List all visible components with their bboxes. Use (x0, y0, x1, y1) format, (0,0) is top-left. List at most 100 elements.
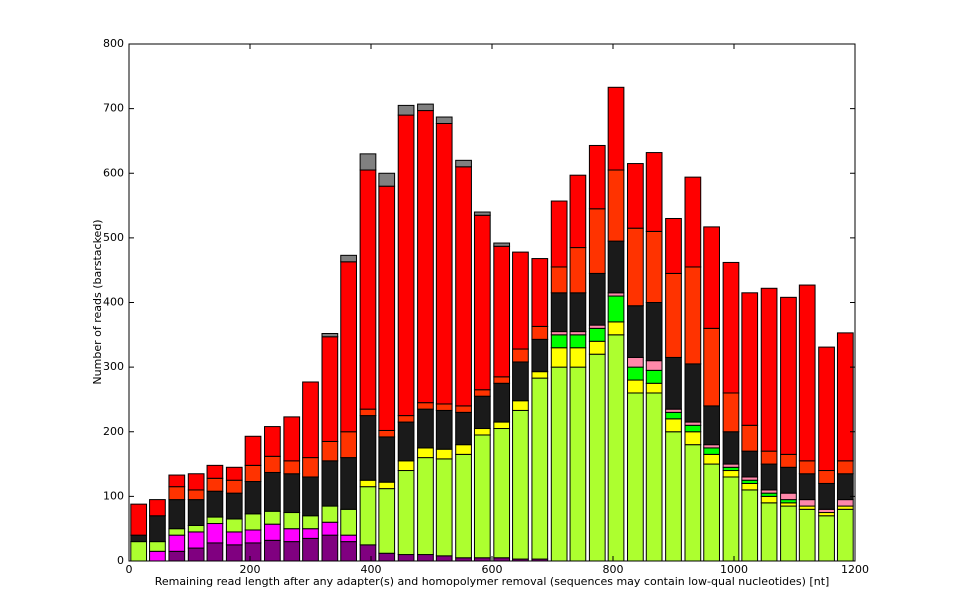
bar-segment (493, 421, 511, 430)
bar-segment (244, 513, 262, 531)
bar-segment (684, 431, 702, 446)
x-tick-label: 200 (240, 563, 261, 576)
bar-segment (588, 353, 606, 562)
bar-segment (455, 453, 472, 559)
bar-segment (187, 489, 205, 501)
bar-segment (607, 334, 625, 562)
bar-segment (264, 539, 281, 562)
y-tick-label: 600 (103, 166, 124, 179)
bar-segment (645, 230, 663, 304)
bar-segment (780, 296, 797, 455)
bar-segment (397, 104, 415, 116)
bar-segment (607, 321, 625, 336)
y-tick-label: 0 (117, 554, 124, 567)
bar-segment (397, 470, 415, 556)
bar-segment (569, 366, 587, 562)
bar-segment (760, 463, 778, 491)
bar-segment (531, 325, 549, 340)
bar-segment (798, 460, 816, 475)
bar-segment (168, 499, 186, 530)
bar-segment (722, 470, 740, 478)
bar-segment (627, 392, 644, 562)
bar-segment (225, 492, 243, 520)
bar-segment (798, 499, 816, 507)
bar-segment (665, 217, 682, 274)
bar-segment (130, 503, 148, 536)
bar-segment (264, 426, 281, 457)
bar-segment (493, 242, 511, 247)
bar-segment (187, 531, 205, 549)
bar-segment (588, 208, 606, 274)
bar-segment (417, 457, 434, 556)
bar-segment (780, 453, 797, 468)
bar-segment (340, 261, 357, 433)
bar-segment (417, 103, 434, 112)
bar-segment (836, 499, 854, 507)
bar-segment (149, 541, 166, 552)
bar-segment (550, 292, 568, 333)
y-tick-label: 400 (103, 296, 124, 309)
bar-segment (455, 159, 472, 168)
bar-segment (627, 356, 644, 368)
bar-segment (435, 409, 453, 450)
bar-segment (244, 464, 262, 483)
bar-segment (473, 389, 491, 397)
bar-segment (684, 363, 702, 423)
bar-segment (340, 431, 357, 459)
bar-segment (244, 435, 262, 466)
bar-segment (684, 266, 702, 365)
x-tick-label: 1200 (841, 563, 869, 576)
bar-segment (417, 408, 434, 449)
bar-segment (512, 348, 529, 363)
bar-segment (741, 482, 759, 491)
bar-segment (531, 371, 549, 379)
bar-segment (780, 492, 797, 501)
bar-segment (550, 266, 568, 294)
bar-segment (359, 153, 377, 171)
bar-segment (206, 477, 224, 492)
bar-segment (435, 458, 453, 557)
bar-segment (187, 524, 205, 533)
bar-segment (512, 400, 529, 411)
x-tick-label: 0 (126, 563, 133, 576)
bar-segment (340, 254, 357, 263)
bar-segment (569, 247, 587, 294)
bar-segment (397, 554, 415, 562)
bar-segment (550, 334, 568, 349)
bar-segment (378, 552, 396, 562)
bar-segment (818, 470, 835, 484)
bar-segment (206, 516, 224, 525)
bar-segment (321, 333, 339, 338)
bar-segment (818, 515, 835, 562)
bar-segment (493, 376, 511, 384)
bar-segment (703, 405, 720, 446)
bar-segment (588, 144, 606, 210)
bar-segment (168, 528, 186, 536)
bar-segment (321, 460, 339, 507)
bar-segment (264, 471, 281, 512)
bar-segment (455, 166, 472, 407)
bar-segment (321, 505, 339, 523)
bar-segment (340, 457, 357, 510)
bar-segment (359, 408, 377, 417)
bar-segment (417, 110, 434, 404)
bar-segment (836, 460, 854, 475)
bar-segment (455, 411, 472, 446)
y-tick-label: 300 (103, 360, 124, 373)
bar-segment (359, 479, 377, 488)
bar-segment (645, 382, 663, 394)
bar-segment (321, 440, 339, 462)
bar-segment (645, 360, 663, 371)
bar-segment (168, 534, 186, 552)
bar-segment (130, 534, 148, 543)
bar-segment (665, 272, 682, 358)
y-tick-label: 500 (103, 231, 124, 244)
y-tick-label: 700 (103, 102, 124, 115)
bar-segment (264, 510, 281, 525)
bar-segment (645, 369, 663, 384)
bar-segment (493, 245, 511, 378)
bar-segment (512, 361, 529, 402)
bar-segment (703, 447, 720, 455)
bar-segment (435, 403, 453, 411)
bar-segment (149, 515, 166, 543)
